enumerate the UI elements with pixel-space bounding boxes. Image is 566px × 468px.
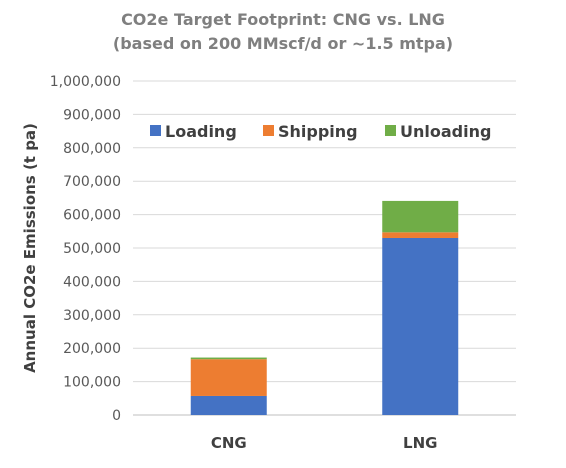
legend-swatch-unloading [385,125,396,136]
bar-cng-shipping [190,359,267,396]
y-axis-label: Annual CO2e Emissions (t pa) [21,123,39,373]
y-tick-label: 800,000 [63,141,121,157]
x-axis-labels: CNG LNG [211,434,438,452]
legend: Loading Shipping Unloading [150,122,491,141]
x-tick-label: LNG [403,434,437,452]
y-axis-ticks: 0 100,000 200,000 300,000 400,000 500,000 600,… [50,74,121,424]
bar-lng-unloading [382,200,459,233]
y-tick-label: 300,000 [63,308,121,324]
legend-label-unloading: Unloading [400,122,491,141]
y-tick-label: 600,000 [63,208,121,224]
chart-subtitle: (based on 200 MMscf/d or ~1.5 mtpa) [113,34,453,53]
y-tick-label: 100,000 [63,375,121,391]
legend-label-shipping: Shipping [278,122,358,141]
y-tick-label: 0 [112,408,121,424]
y-tick-label: 1,000,000 [50,74,121,90]
y-tick-label: 200,000 [63,341,121,357]
y-tick-label: 900,000 [63,107,121,123]
y-tick-label: 500,000 [63,241,121,257]
legend-swatch-loading [150,125,161,136]
legend-swatch-shipping [263,125,274,136]
bar-lng-loading [382,237,459,415]
bar-cng-unloading [190,357,267,360]
y-tick-label: 700,000 [63,174,121,190]
x-tick-label: CNG [211,434,247,452]
y-tick-label: 400,000 [63,274,121,290]
bars [190,200,459,415]
legend-label-loading: Loading [165,122,237,141]
bar-lng-shipping [382,232,459,238]
chart-title: CO2e Target Footprint: CNG vs. LNG [121,10,445,29]
bar-cng-loading [190,395,267,415]
